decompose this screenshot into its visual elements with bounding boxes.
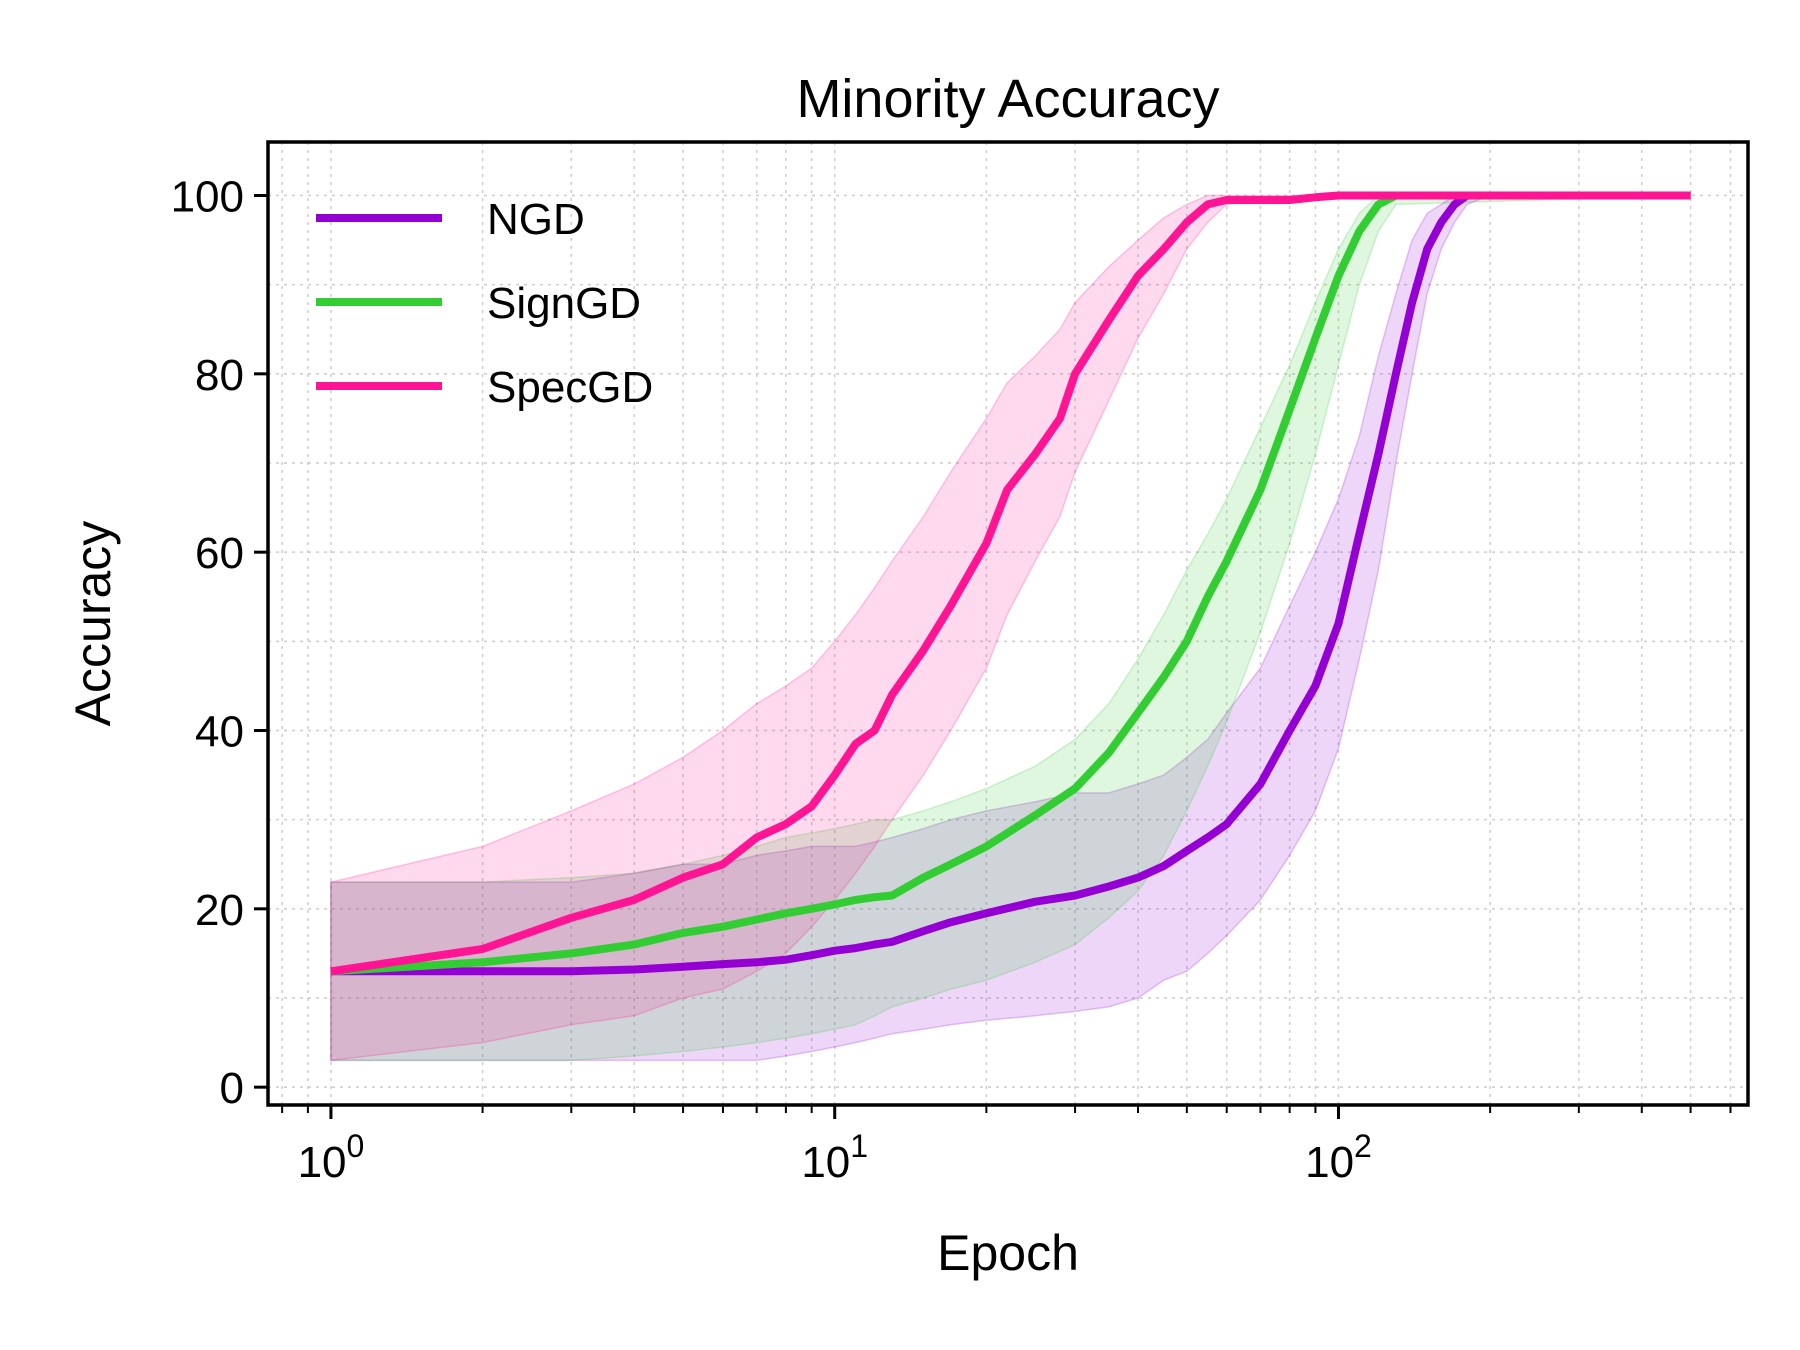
grid <box>268 142 1748 1105</box>
x-axis-label: Epoch <box>937 1225 1079 1281</box>
y-tick-label: 100 <box>171 173 244 222</box>
line-signgd <box>330 191 1691 976</box>
x-tick-exponent: 1 <box>850 1128 868 1164</box>
plot-frame <box>266 140 1750 1107</box>
y-tick-label: 60 <box>195 529 244 578</box>
x-tick-base: 10 <box>1305 1138 1354 1187</box>
y-tick-label: 0 <box>220 1064 244 1113</box>
legend-label-ngd: NGD <box>487 195 585 244</box>
legend-label-signgd: SignGD <box>487 279 641 328</box>
legend: NGD SignGD SpecGD <box>316 195 653 412</box>
x-tick-label: 102 <box>1305 1128 1372 1187</box>
x-tick-base: 10 <box>298 1138 347 1187</box>
series-lines <box>330 191 1691 976</box>
line-specgd <box>330 191 1691 976</box>
x-tick-exponent: 0 <box>347 1128 365 1164</box>
y-tick-label: 80 <box>195 351 244 400</box>
x-tick-label: 101 <box>801 1128 868 1187</box>
y-axis-label: Accuracy <box>65 521 121 727</box>
x-tick-base: 10 <box>801 1138 850 1187</box>
x-tick-exponent: 2 <box>1354 1128 1372 1164</box>
line-ngd <box>330 191 1691 976</box>
chart-title: Minority Accuracy <box>796 69 1219 129</box>
legend-label-specgd: SpecGD <box>487 363 653 412</box>
y-tick-label: 20 <box>195 886 244 935</box>
x-tick-label: 100 <box>298 1128 365 1187</box>
y-tick-label: 40 <box>195 708 244 757</box>
